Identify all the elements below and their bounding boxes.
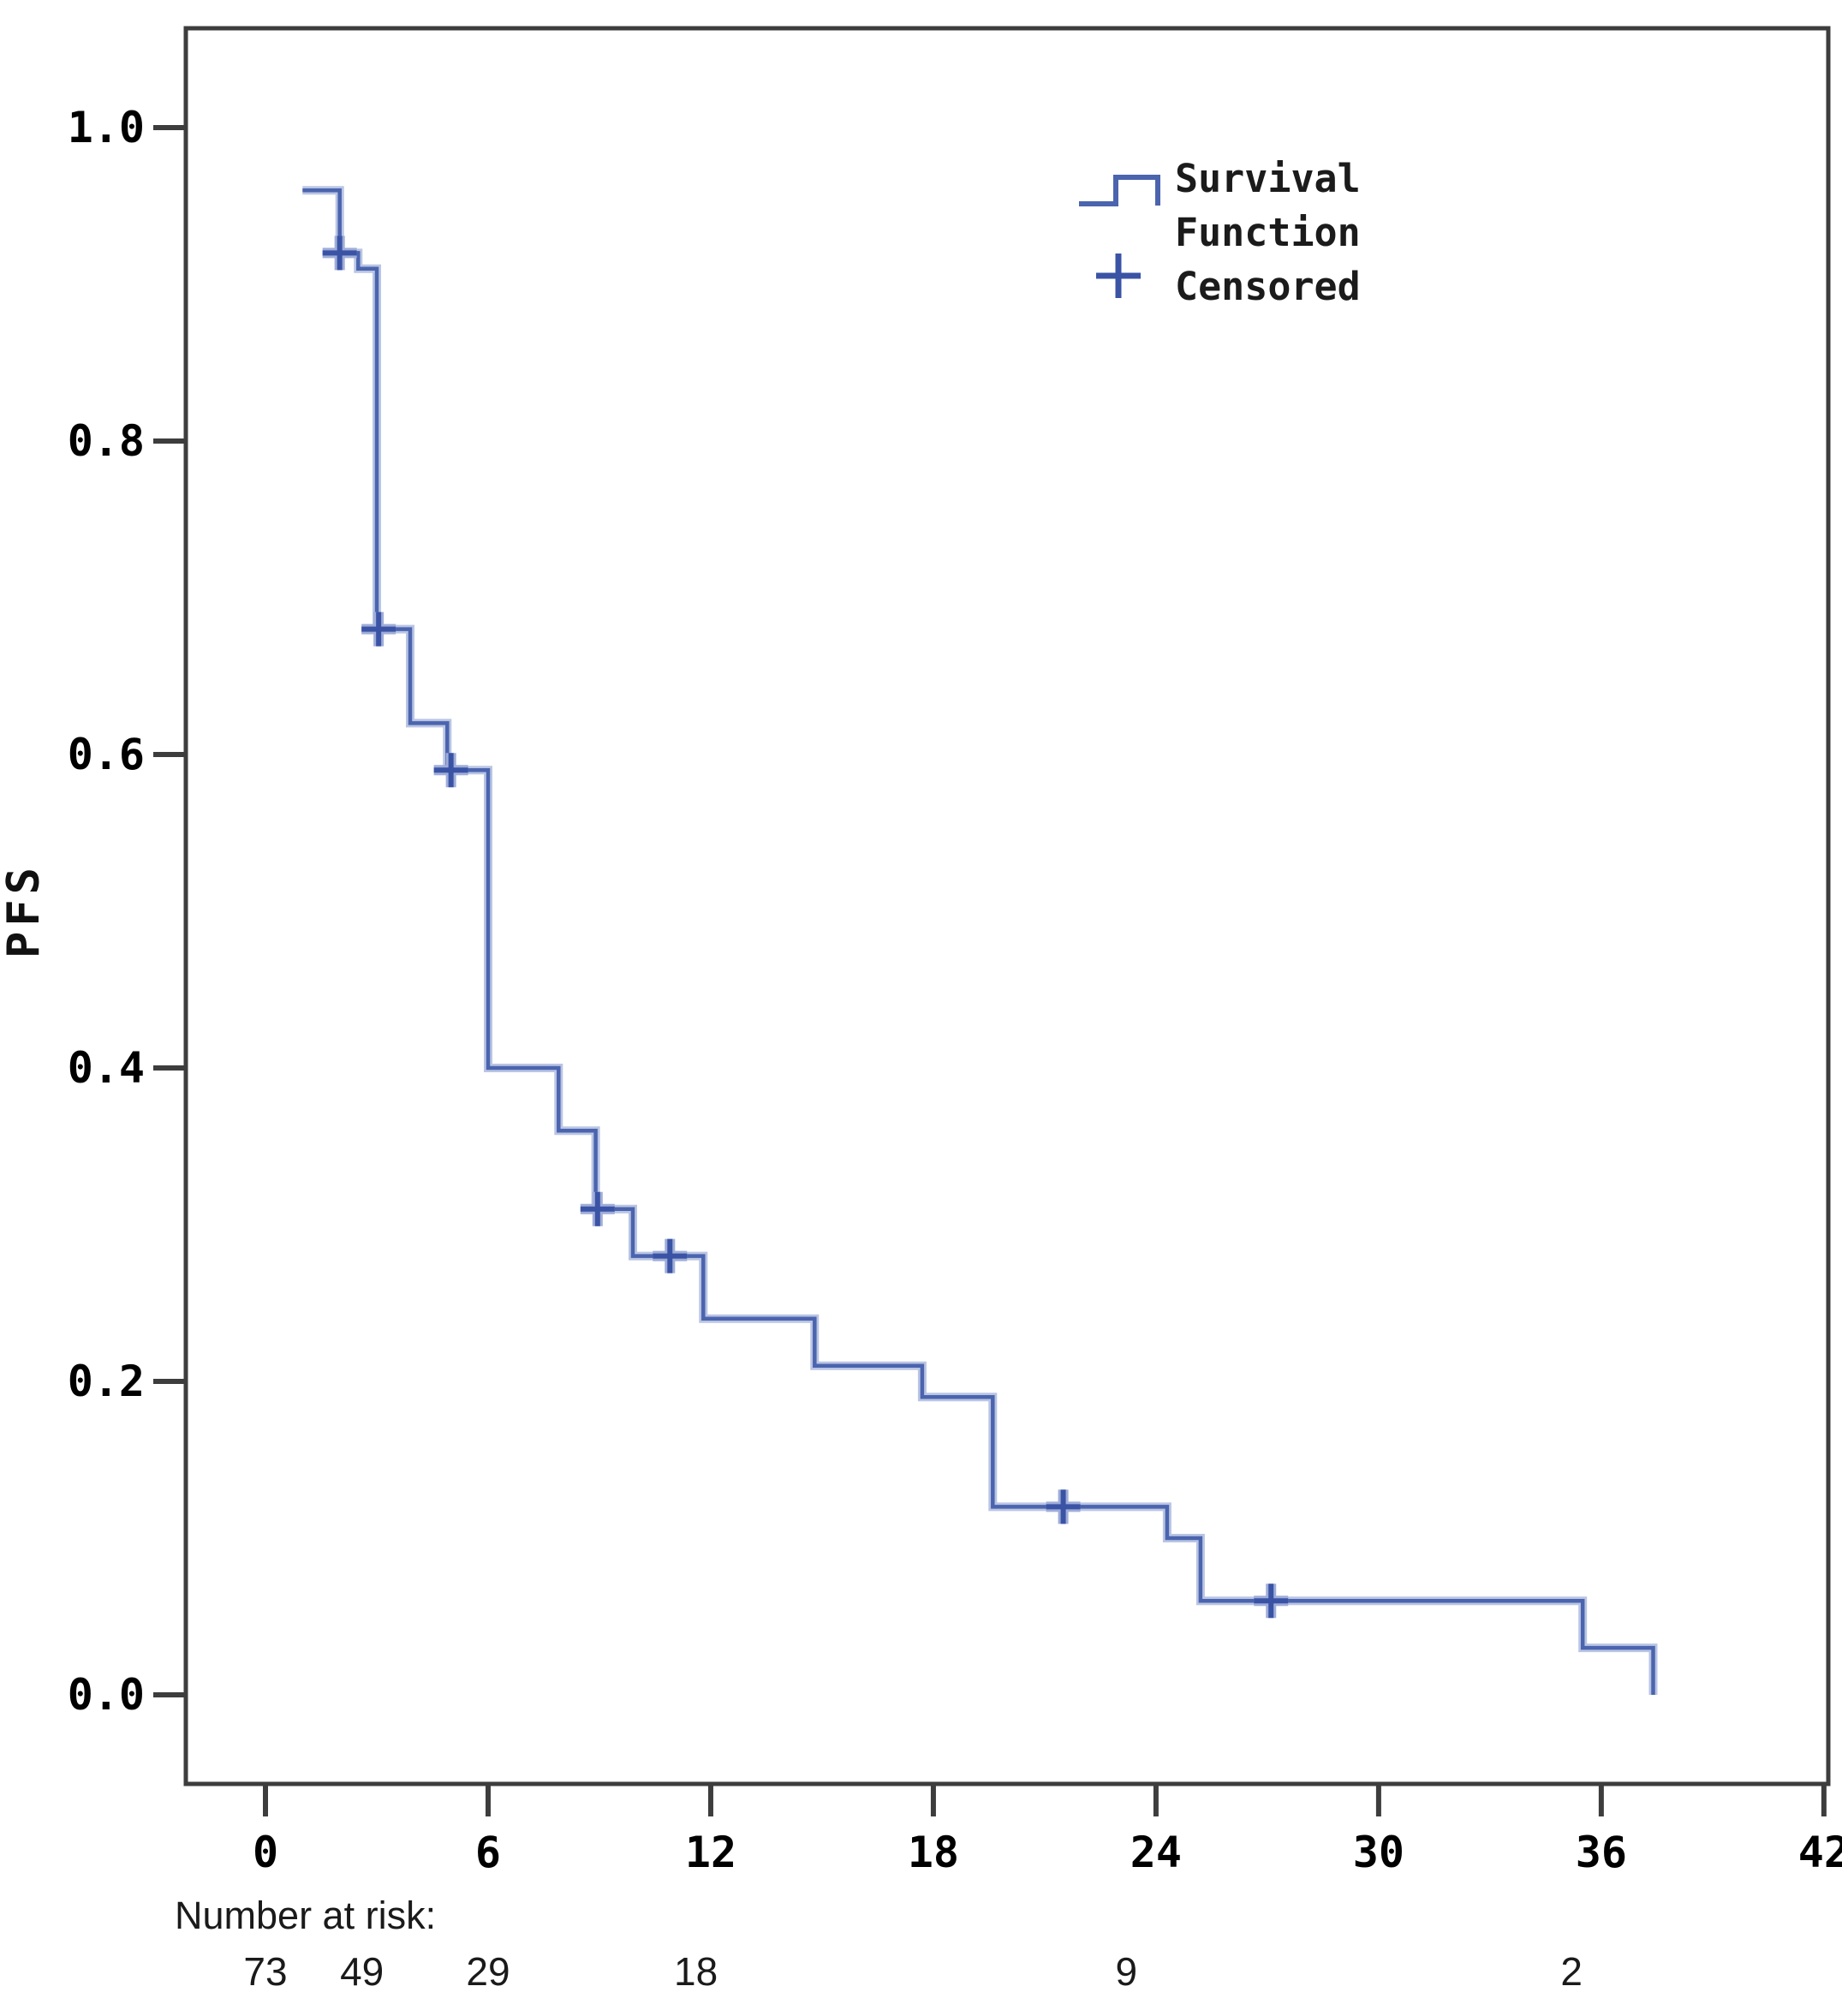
at-risk-count: 73: [243, 1949, 287, 1994]
at-risk-count: 18: [674, 1949, 718, 1994]
x-tick-label: 0: [253, 1828, 278, 1877]
x-tick-label: 12: [685, 1828, 736, 1877]
y-tick-label: 0.6: [68, 730, 145, 779]
censor-marks: [322, 236, 1289, 1619]
x-tick-label: 18: [908, 1828, 959, 1877]
censor-mark: [1046, 1489, 1081, 1524]
y-tick-label: 0.4: [68, 1043, 145, 1093]
at-risk-title: Number at risk:: [175, 1894, 436, 1937]
censor-mark: [653, 1238, 688, 1273]
at-risk-count: 49: [340, 1949, 384, 1994]
legend-step-symbol: [1079, 175, 1160, 206]
y-axis-title: PFS: [0, 862, 50, 958]
x-axis: 0 6 12 18 24 30 36 42: [253, 1784, 1842, 1877]
censor-mark: [361, 611, 396, 647]
x-tick-label: 6: [475, 1828, 501, 1877]
y-tick-label: 0.8: [68, 416, 145, 466]
censor-mark: [1254, 1584, 1289, 1619]
censor-mark: [580, 1191, 615, 1226]
at-risk-count: 29: [466, 1949, 510, 1994]
x-tick-label: 30: [1353, 1828, 1404, 1877]
at-risk-count: 2: [1560, 1949, 1583, 1994]
censor-mark: [433, 753, 468, 788]
x-tick-label: 42: [1798, 1828, 1842, 1877]
censor-mark: [322, 236, 357, 271]
survival-curve-group: [302, 186, 1658, 1695]
number-at-risk: Number at risk: 73 49 29 18 9 2: [175, 1894, 1583, 1994]
x-tick-label: 36: [1576, 1828, 1627, 1877]
y-axis: 1.0 0.8 0.6 0.4 0.2 0.0: [68, 103, 186, 1720]
legend: Survival Function Censored: [1079, 156, 1361, 309]
y-tick-label: 1.0: [68, 103, 145, 152]
y-tick-label: 0.0: [68, 1670, 145, 1720]
plot-frame: [183, 26, 1831, 1786]
legend-label-censored: Censored: [1175, 264, 1361, 309]
survival-curve: [302, 188, 1655, 1695]
y-tick-label: 0.2: [68, 1357, 145, 1406]
x-tick-label: 24: [1130, 1828, 1182, 1877]
legend-label-survival: Survival: [1175, 156, 1361, 201]
at-risk-count: 9: [1115, 1949, 1137, 1994]
legend-label-function: Function: [1175, 210, 1361, 255]
